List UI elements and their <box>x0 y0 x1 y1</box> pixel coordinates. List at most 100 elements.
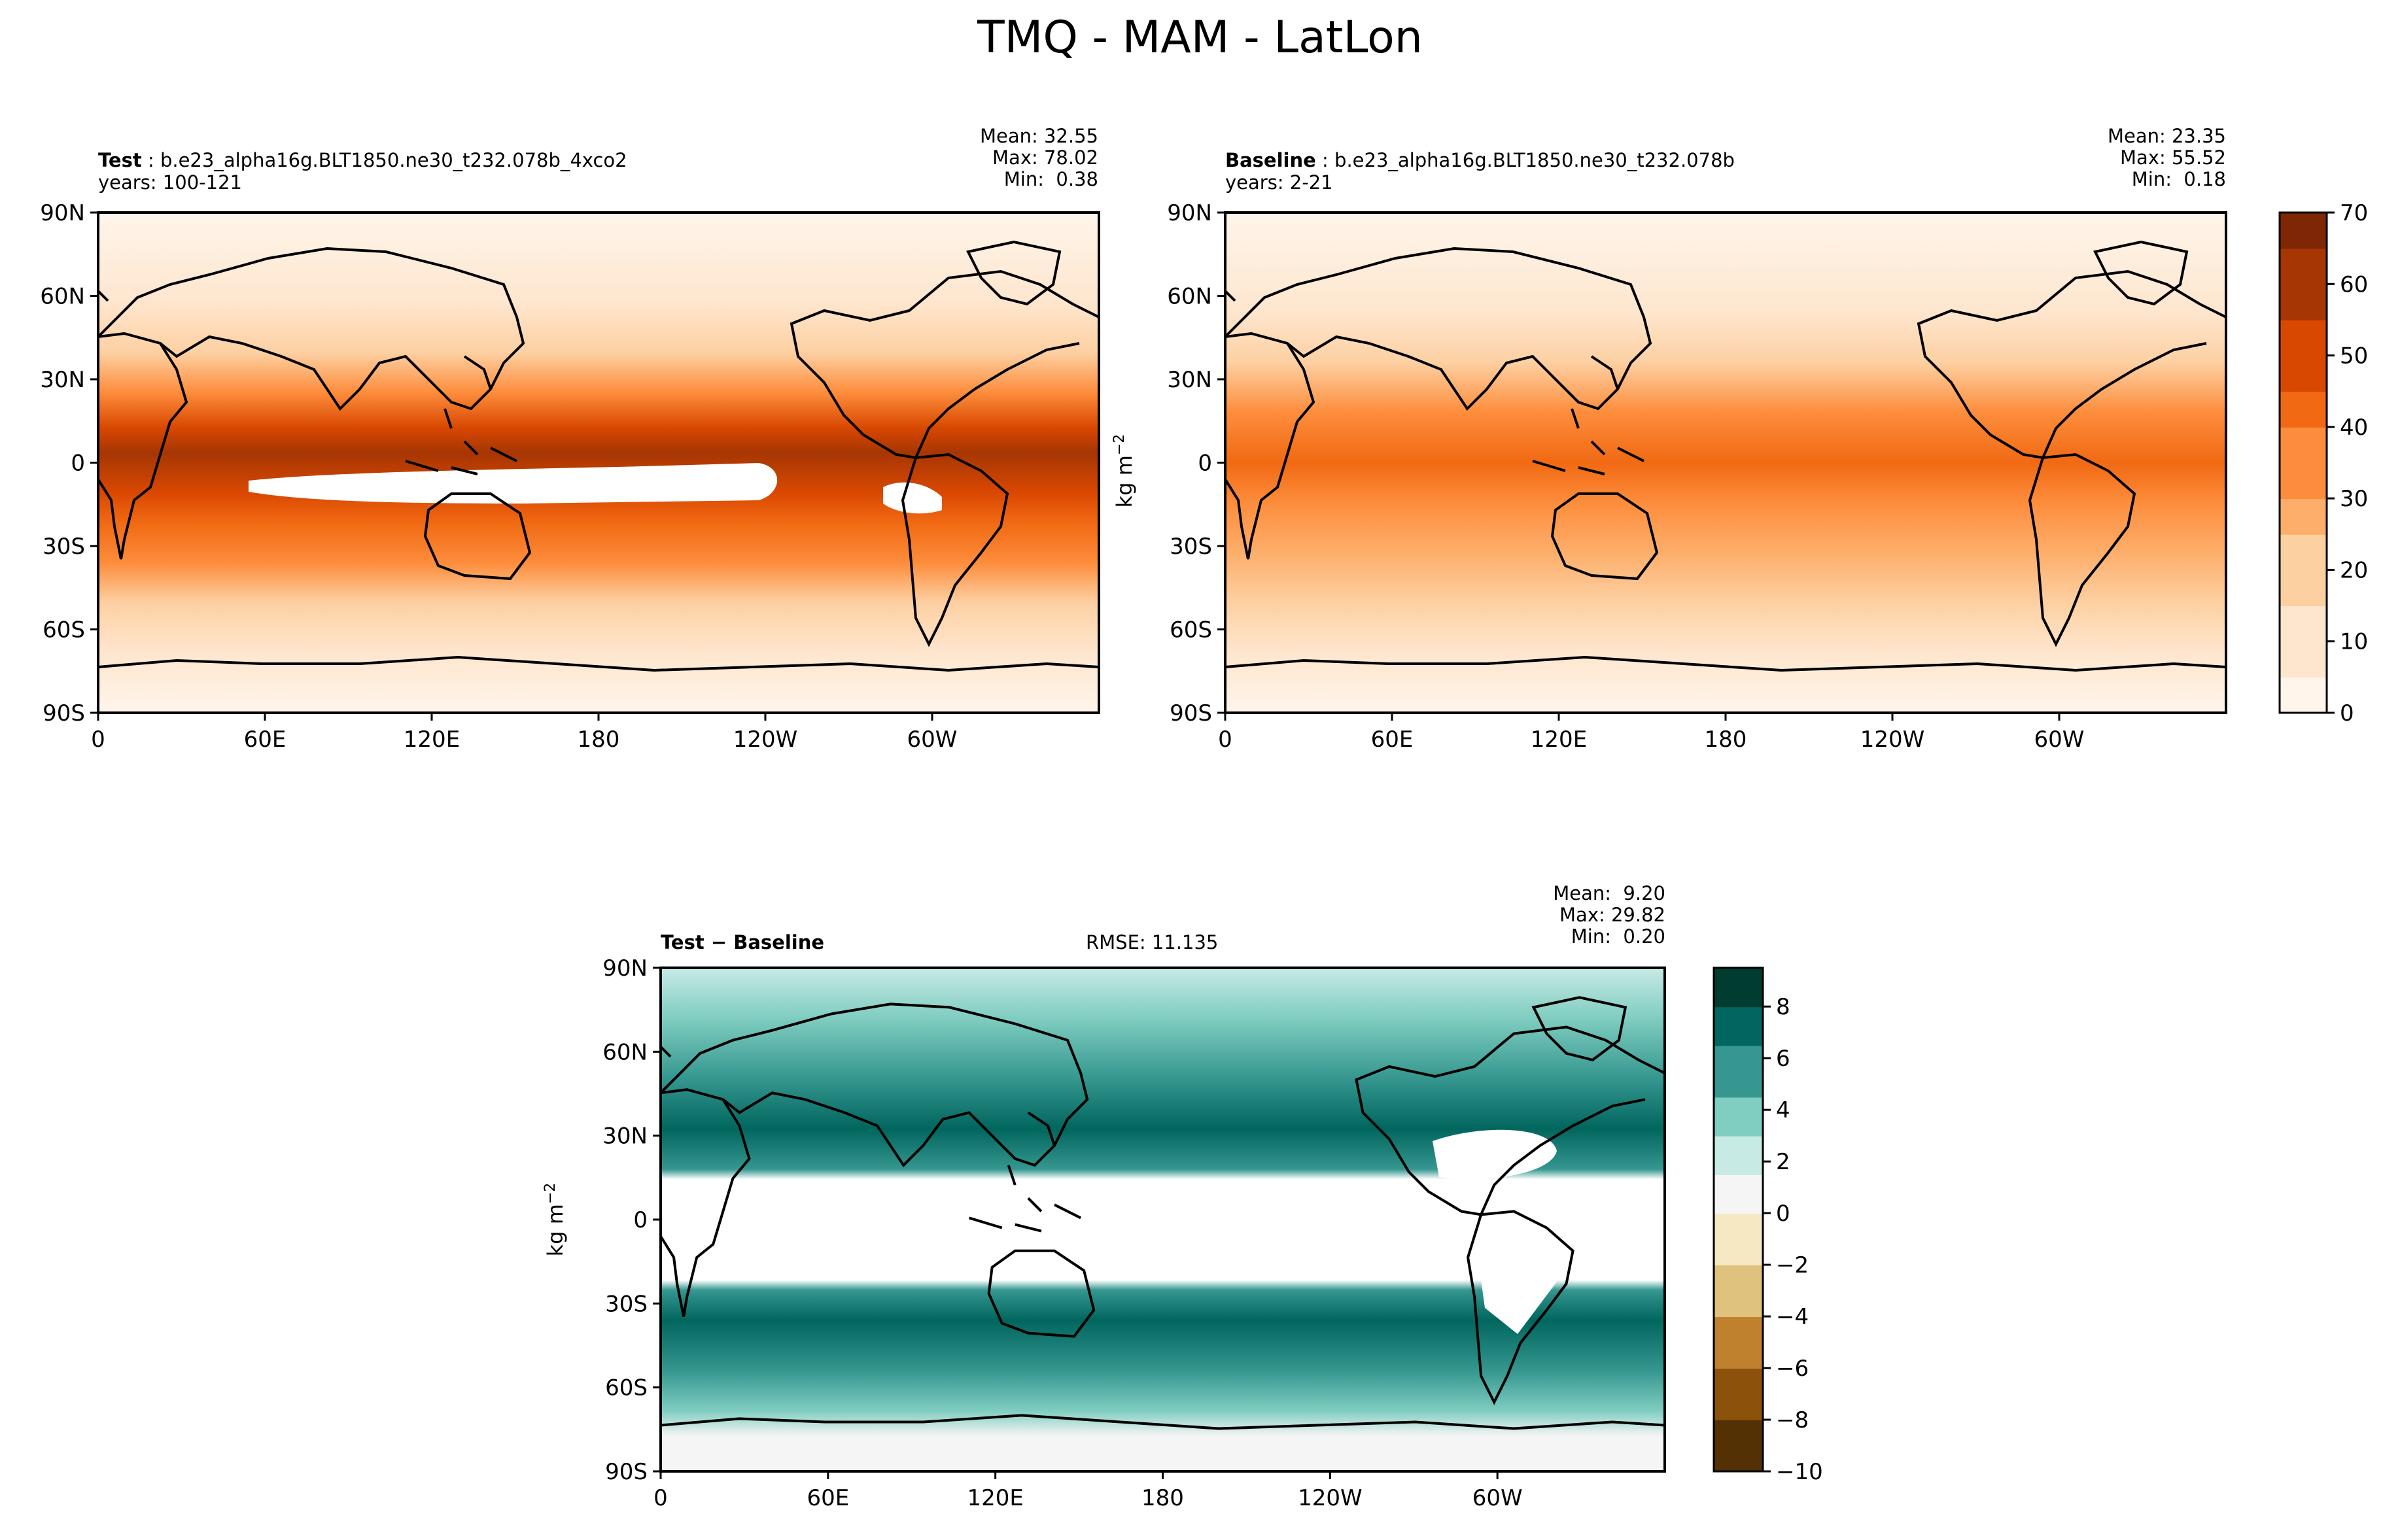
test-label: Test <box>98 149 142 171</box>
diff-ytick-label: 30N <box>602 1123 648 1150</box>
test-header: Test : b.e23_alpha16g.BLT1850.ne30_t232.… <box>98 149 627 194</box>
diff-max: Max: 29.82 <box>1559 904 1665 926</box>
baseline-max: Max: 55.52 <box>2120 146 2226 169</box>
test-xtick-label: 120W <box>733 727 798 753</box>
colorbar-brbg-band <box>1714 1045 1763 1059</box>
diff-xtick-label: 60W <box>1472 1485 1523 1511</box>
colorbar-brbg-band <box>1714 980 1763 995</box>
colorbar-brbg-band <box>1714 1135 1763 1150</box>
diff-ytick-label: 60S <box>605 1375 648 1401</box>
test-years: years: 100-121 <box>98 171 242 194</box>
colorbar-brbg-band <box>1714 993 1763 1008</box>
colorbar-orange-tick-label: 30 <box>2340 486 2368 512</box>
colorbar-orange-band <box>2280 248 2327 285</box>
baseline-map <box>1224 211 2227 714</box>
colorbar-orange-band <box>2280 284 2327 320</box>
colorbar-brbg-tick-label: 8 <box>1776 994 1790 1020</box>
diff-ylabel: kg m−2 <box>542 1183 568 1257</box>
colorbar-brbg-band <box>1714 1213 1763 1227</box>
colorbar-brbg-tick-label: −8 <box>1776 1407 1809 1433</box>
baseline-field <box>1225 213 2226 713</box>
colorbar-brbg-band <box>1714 1290 1763 1305</box>
colorbar-orange: 0 10 20 30 40 50 60 70 <box>2278 200 2368 727</box>
colorbar-orange-band <box>2280 462 2327 500</box>
baseline-ytick-label: 90S <box>1170 700 1212 727</box>
colorbar-orange-tick-label: 50 <box>2340 343 2368 369</box>
colorbar-brbg-band <box>1714 1277 1763 1292</box>
colorbar-brbg-band <box>1714 1355 1763 1369</box>
colorbar-orange-band <box>2280 213 2327 249</box>
colorbar-brbg-tick-label: 2 <box>1776 1149 1790 1175</box>
colorbar-orange-band <box>2280 355 2327 392</box>
diff-stats: Mean: 9.20 Max: 29.82 Min: 0.20 <box>1553 883 1665 948</box>
diff-xtick-label: 180 <box>1141 1485 1184 1511</box>
colorbar-brbg-tick-label: 0 <box>1776 1201 1790 1227</box>
baseline-ytick-label: 0 <box>1198 451 1212 477</box>
colorbar-orange-tick-label: 40 <box>2340 415 2368 441</box>
colorbar-brbg-band <box>1714 1342 1763 1356</box>
test-ytick-label: 60S <box>43 617 85 643</box>
colorbar-orange-tick-label: 0 <box>2340 700 2354 727</box>
colorbar-brbg-band <box>1714 1019 1763 1033</box>
colorbar-brbg-band <box>1714 1239 1763 1253</box>
baseline-ytick-label: 30S <box>1170 534 1212 560</box>
colorbar-brbg-tick-label: 4 <box>1776 1097 1790 1123</box>
colorbar-brbg-band <box>1714 1407 1763 1421</box>
baseline-xtick-label: 180 <box>1705 727 1747 753</box>
figure-title: TMQ - MAM - LatLon <box>977 12 1423 63</box>
diff-ytick-label: 90S <box>605 1459 648 1485</box>
test-xtick-label: 120E <box>404 727 460 753</box>
baseline-xtick-label: 60E <box>1371 727 1414 753</box>
colorbar-brbg-band <box>1714 1187 1763 1201</box>
colorbar-brbg-band <box>1714 1329 1763 1343</box>
colorbar-orange-band <box>2280 426 2327 464</box>
colorbar-brbg-band <box>1714 1006 1763 1020</box>
baseline-xtick-label: 60W <box>2034 727 2085 753</box>
colorbar-brbg-band <box>1714 1394 1763 1408</box>
colorbar-brbg-band <box>1714 1110 1763 1123</box>
colorbar-brbg-band <box>1714 1174 1763 1188</box>
baseline-ytick-label: 30N <box>1167 367 1212 393</box>
colorbar-brbg-band <box>1714 1316 1763 1330</box>
colorbar-brbg-tick-label: −6 <box>1776 1356 1809 1382</box>
baseline-stats: Mean: 23.35 Max: 55.52 Min: 0.18 <box>2108 126 2226 190</box>
colorbar-orange-band <box>2280 498 2327 535</box>
colorbar-orange-band <box>2280 534 2327 571</box>
colorbar-brbg-band <box>1714 1084 1763 1098</box>
baseline-ytick-label: 90N <box>1167 200 1212 226</box>
colorbar-brbg-band <box>1714 1458 1763 1472</box>
colorbar-brbg-band <box>1714 1032 1763 1046</box>
test-xtick-label: 60E <box>244 727 287 753</box>
diff-ytick-label: 60N <box>602 1039 648 1065</box>
test-map <box>97 211 1100 714</box>
colorbar-orange-tick-label: 70 <box>2340 200 2368 226</box>
test-white-band <box>249 463 778 504</box>
diff-rmse: RMSE: 11.135 <box>1086 931 1219 953</box>
colorbar-brbg-band <box>1714 1252 1763 1266</box>
baseline-case-name: b.e23_alpha16g.BLT1850.ne30_t232.078b <box>1334 149 1735 171</box>
colorbar-brbg-tick-label: −10 <box>1776 1459 1823 1485</box>
colorbar-brbg-tick-label: −2 <box>1776 1252 1809 1278</box>
colorbar-brbg-band <box>1714 1303 1763 1318</box>
test-max: Max: 78.02 <box>992 146 1098 169</box>
test-ytick-label: 90S <box>43 700 85 727</box>
baseline-cbar-label: kg m−2 <box>1111 434 1138 508</box>
colorbar-brbg: 8 6 4 2 0 −2 −4 −6 −8 −10 <box>1713 967 1823 1485</box>
test-xtick-label: 180 <box>578 727 620 753</box>
test-stats: Mean: 32.55 Max: 78.02 Min: 0.38 <box>980 126 1098 190</box>
diff-xtick-label: 60E <box>807 1485 849 1511</box>
colorbar-orange-band <box>2280 570 2327 607</box>
test-xtick-label: 0 <box>91 727 105 753</box>
colorbar-brbg-band <box>1714 1161 1763 1175</box>
colorbar-orange-band <box>2280 677 2327 713</box>
colorbar-orange-band <box>2280 391 2327 428</box>
test-ytick-label: 60N <box>40 284 85 310</box>
colorbar-brbg-band <box>1714 968 1763 982</box>
diff-xtick-label: 0 <box>653 1485 668 1511</box>
colorbar-brbg-tick-label: −4 <box>1776 1304 1809 1330</box>
colorbar-brbg-band <box>1714 1420 1763 1433</box>
diff-map <box>659 967 1666 1473</box>
test-ytick-label: 30S <box>43 534 85 560</box>
colorbar-orange-band <box>2280 319 2327 356</box>
